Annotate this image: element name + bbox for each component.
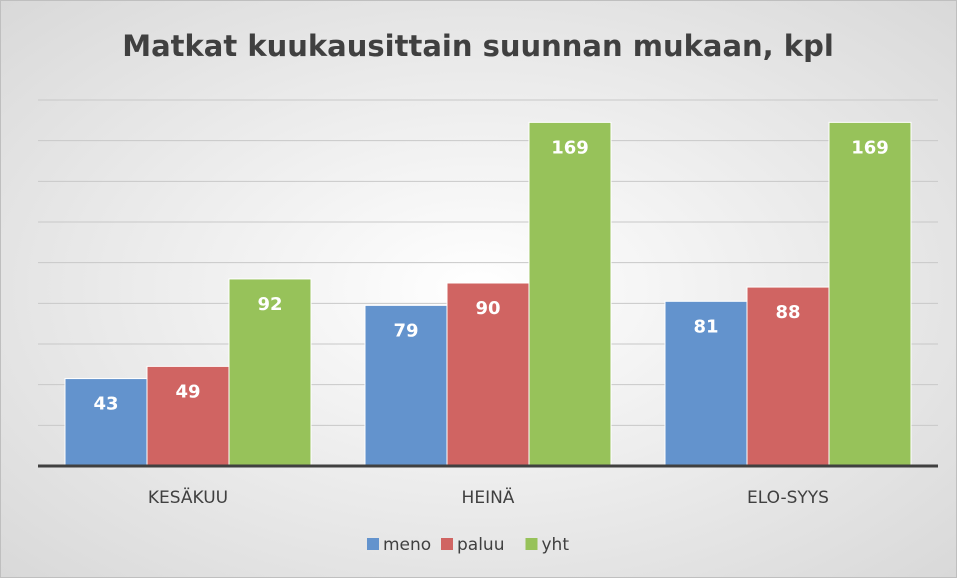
legend-swatch	[441, 538, 453, 550]
legend-label: yht	[542, 535, 570, 555]
bar	[664, 300, 748, 467]
bar	[828, 121, 912, 467]
data-label: 169	[551, 137, 589, 158]
data-label: 169	[851, 137, 889, 158]
legend-swatch	[525, 538, 538, 550]
bar	[746, 286, 830, 467]
data-label: 49	[175, 381, 200, 402]
legend-label: paluu	[457, 535, 504, 555]
data-label: 81	[693, 316, 718, 337]
legend-swatch	[367, 538, 379, 550]
x-tick-label: KESÄKUU	[148, 487, 228, 508]
bar	[446, 282, 530, 467]
data-label: 43	[93, 394, 118, 415]
bar	[528, 121, 612, 467]
data-label: 92	[257, 294, 282, 315]
x-tick-label: HEINÄ	[462, 487, 515, 508]
bar	[364, 304, 448, 467]
chart-title: Matkat kuukausittain suunnan mukaan, kpl	[122, 29, 834, 63]
data-label: 90	[475, 298, 500, 319]
legend-label: meno	[383, 535, 431, 555]
data-label: 88	[775, 302, 800, 323]
bar	[146, 365, 230, 467]
data-label: 79	[393, 320, 418, 341]
x-tick-label: ELO-SYYS	[747, 488, 829, 508]
bar	[64, 378, 148, 467]
